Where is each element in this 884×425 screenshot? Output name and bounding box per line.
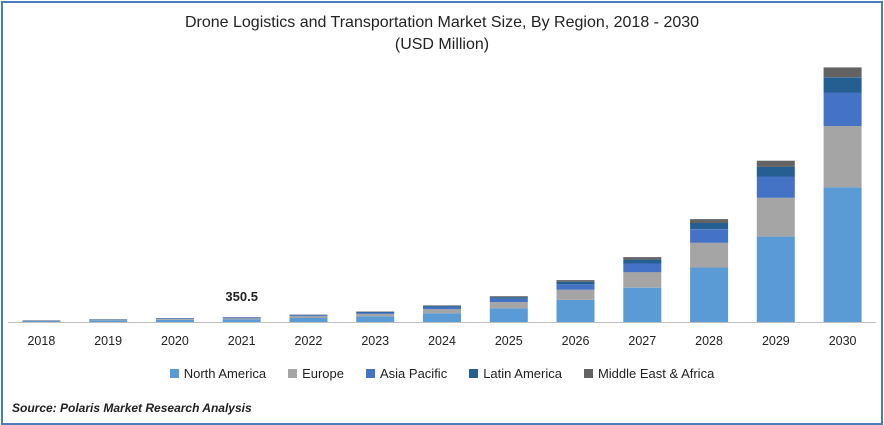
x-tick-label-2027: 2027 bbox=[628, 334, 656, 348]
bar-2020-series-0 bbox=[155, 320, 194, 322]
bar-2026-series-4 bbox=[556, 280, 595, 282]
bar-2029-series-0 bbox=[756, 236, 795, 322]
legend-swatch bbox=[583, 369, 593, 378]
bar-2022-series-0 bbox=[289, 318, 328, 322]
bar-2029-series-3 bbox=[756, 166, 795, 177]
x-tick-label-2021: 2021 bbox=[228, 334, 256, 348]
legend-label: Asia Pacific bbox=[380, 366, 448, 381]
bar-2028-series-1 bbox=[690, 242, 729, 268]
bar-2023-series-1 bbox=[356, 313, 395, 317]
legend-label: Europe bbox=[302, 366, 344, 381]
bar-2023-series-0 bbox=[356, 316, 395, 322]
bar-2023-series-3 bbox=[356, 311, 395, 313]
source-note: Source: Polaris Market Research Analysis bbox=[12, 401, 252, 415]
bar-2024-series-3 bbox=[423, 306, 461, 308]
bar-2022-series-2 bbox=[289, 315, 328, 317]
bar-2020-series-1 bbox=[155, 319, 194, 320]
bar-2025-series-4 bbox=[489, 296, 528, 298]
legend-swatch bbox=[288, 369, 298, 378]
legend-item-0: North America bbox=[169, 366, 267, 381]
bar-2025-series-2 bbox=[489, 298, 528, 303]
bar-2019-series-1 bbox=[89, 319, 128, 321]
x-tick-label-2029: 2029 bbox=[762, 334, 790, 348]
x-tick-label-2028: 2028 bbox=[695, 334, 723, 348]
bar-2027-series-1 bbox=[623, 272, 662, 288]
legend-swatch bbox=[469, 369, 479, 378]
data-label-2021: 350.5 bbox=[225, 289, 258, 304]
chart-subtitle: (USD Million) bbox=[394, 36, 490, 53]
bar-2030-series-2 bbox=[823, 92, 862, 126]
chart-title: Drone Logistics and Transportation Marke… bbox=[184, 14, 700, 31]
bar-2027-series-3 bbox=[623, 259, 662, 264]
x-tick-label-2019: 2019 bbox=[94, 334, 122, 348]
bar-2024-series-2 bbox=[423, 307, 461, 310]
legend-item-1: Europe bbox=[288, 366, 344, 381]
bar-2030-series-0 bbox=[823, 187, 862, 322]
bar-2024-series-1 bbox=[423, 309, 461, 314]
bar-2030-series-1 bbox=[823, 126, 862, 188]
legend-swatch bbox=[169, 369, 179, 378]
bar-2021-series-2 bbox=[222, 317, 261, 319]
bar-2026-series-2 bbox=[556, 284, 595, 290]
bar-2030-series-3 bbox=[823, 77, 862, 93]
bar-2029-series-2 bbox=[756, 176, 795, 198]
x-tick-label-2025: 2025 bbox=[495, 334, 523, 348]
legend-item-3: Latin America bbox=[469, 366, 562, 381]
bar-2025-series-3 bbox=[489, 297, 528, 299]
legend-label: Latin America bbox=[483, 366, 562, 381]
bar-2024-series-4 bbox=[423, 305, 461, 306]
bar-2028-series-0 bbox=[690, 267, 729, 322]
x-tick-label-2022: 2022 bbox=[295, 334, 323, 348]
bar-2029-series-4 bbox=[756, 160, 795, 167]
bar-2028-series-3 bbox=[690, 223, 729, 230]
chart-title-block: Drone Logistics and Transportation Marke… bbox=[0, 12, 884, 56]
legend-label: Middle East & Africa bbox=[597, 366, 715, 381]
legend-item-4: Middle East & Africa bbox=[583, 366, 715, 381]
bar-2026-series-1 bbox=[556, 289, 595, 300]
bar-2029-series-1 bbox=[756, 197, 795, 237]
x-tick-label-2026: 2026 bbox=[562, 334, 590, 348]
x-tick-label-2018: 2018 bbox=[27, 334, 55, 348]
bar-2027-series-4 bbox=[623, 257, 662, 260]
chart-legend: North America Europe Asia Pacific Latin Ame… bbox=[0, 366, 884, 381]
bar-2025-series-1 bbox=[489, 302, 528, 309]
bar-2028-series-4 bbox=[690, 219, 729, 224]
bar-2023-series-2 bbox=[356, 312, 395, 314]
bar-2020-series-2 bbox=[155, 318, 194, 319]
legend-item-2: Asia Pacific bbox=[366, 366, 447, 381]
bar-2018-series-0 bbox=[22, 321, 61, 322]
x-tick-label-2030: 2030 bbox=[829, 334, 857, 348]
bar-2021-series-0 bbox=[222, 319, 261, 322]
bar-2026-series-3 bbox=[556, 281, 595, 285]
bar-2028-series-2 bbox=[690, 229, 729, 243]
bar-2024-series-0 bbox=[423, 313, 461, 322]
bar-2019-series-0 bbox=[89, 320, 128, 322]
legend-label: North America bbox=[183, 366, 267, 381]
bar-2027-series-0 bbox=[623, 287, 662, 322]
bar-2026-series-0 bbox=[556, 299, 595, 322]
bar-2027-series-2 bbox=[623, 263, 662, 273]
x-tick-label-2024: 2024 bbox=[428, 334, 456, 348]
bar-2021-series-1 bbox=[222, 318, 261, 320]
bar-2018-series-1 bbox=[22, 320, 61, 322]
x-tick-label-2023: 2023 bbox=[361, 334, 389, 348]
bar-2030-series-4 bbox=[823, 67, 862, 78]
bar-2025-series-0 bbox=[489, 308, 528, 322]
bar-2022-series-1 bbox=[289, 316, 328, 318]
legend-swatch bbox=[366, 369, 375, 378]
x-tick-label-2020: 2020 bbox=[161, 334, 189, 348]
